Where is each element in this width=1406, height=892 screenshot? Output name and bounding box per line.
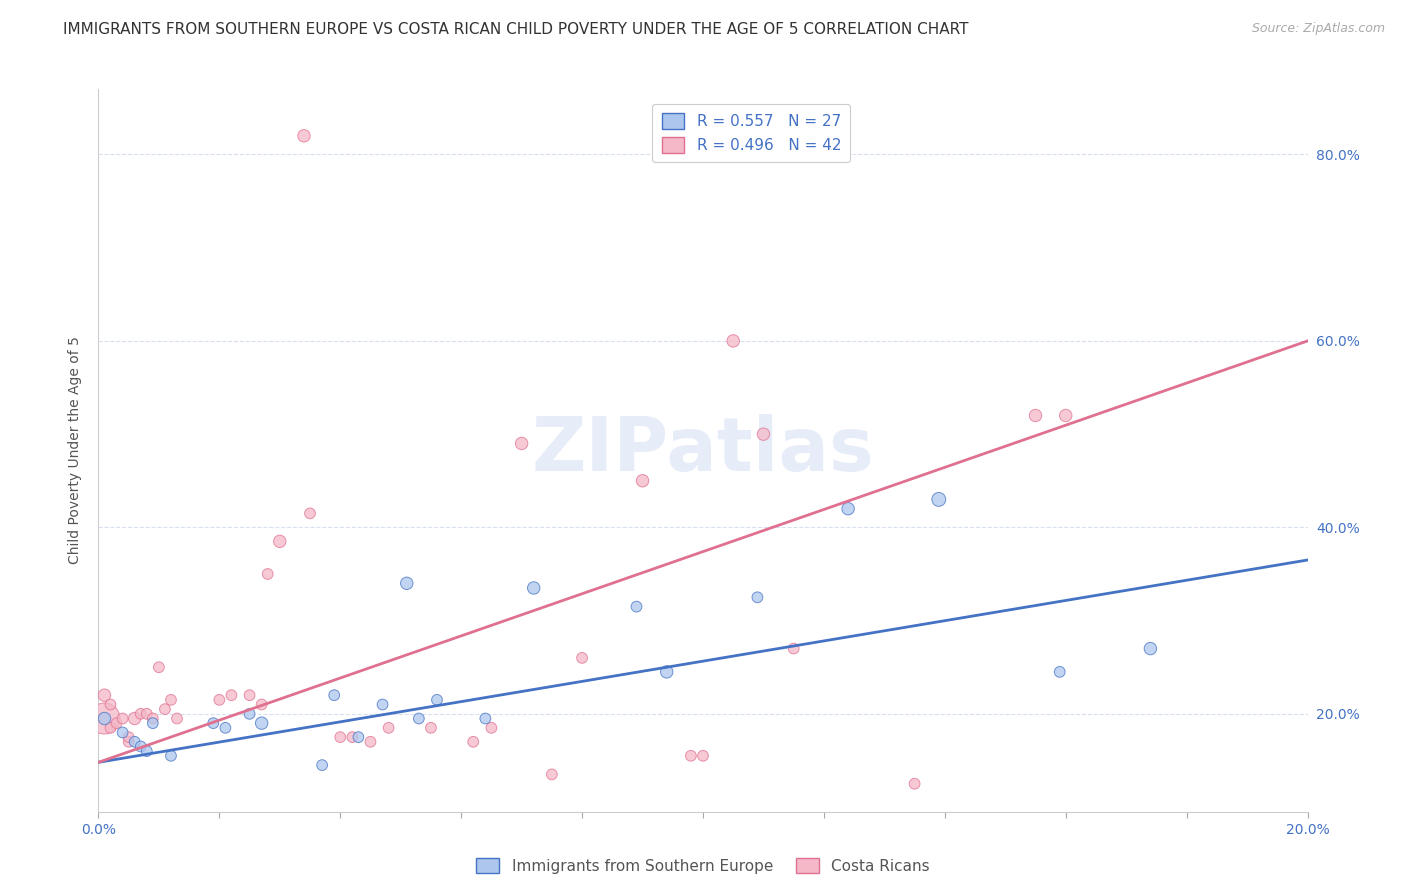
Legend: Immigrants from Southern Europe, Costa Ricans: Immigrants from Southern Europe, Costa R… [470, 852, 936, 880]
Point [93, 711, 115, 725]
Point [752, 427, 775, 442]
Point [1054, 409, 1077, 423]
Point [148, 660, 170, 674]
Point [214, 721, 236, 735]
Legend: R = 0.557   N = 27, R = 0.496   N = 42: R = 0.557 N = 27, R = 0.496 N = 42 [652, 104, 851, 162]
Point [124, 711, 146, 725]
Point [904, 777, 927, 791]
Point [118, 730, 141, 744]
Point [692, 748, 714, 763]
Point [202, 716, 225, 731]
Point [111, 711, 134, 725]
Point [474, 711, 496, 725]
Point [311, 758, 333, 772]
Point [299, 507, 322, 521]
Text: Source: ZipAtlas.com: Source: ZipAtlas.com [1251, 22, 1385, 36]
Point [837, 501, 859, 516]
Point [631, 474, 654, 488]
Point [928, 492, 950, 507]
Point [1049, 665, 1071, 679]
Point [571, 651, 593, 665]
Point [342, 730, 364, 744]
Point [129, 706, 152, 721]
Point [239, 706, 262, 721]
Point [208, 693, 231, 707]
Point [420, 721, 443, 735]
Point [142, 711, 165, 725]
Text: IMMIGRANTS FROM SOUTHERN EUROPE VS COSTA RICAN CHILD POVERTY UNDER THE AGE OF 5 : IMMIGRANTS FROM SOUTHERN EUROPE VS COSTA… [63, 22, 969, 37]
Point [655, 665, 678, 679]
Point [160, 748, 183, 763]
Point [111, 725, 134, 739]
Point [747, 591, 769, 605]
Point [100, 698, 122, 712]
Point [269, 534, 291, 549]
Point [371, 698, 394, 712]
Point [135, 744, 157, 758]
Point [153, 702, 176, 716]
Point [360, 735, 382, 749]
Point [679, 748, 702, 763]
Point [323, 688, 346, 702]
Point [221, 688, 243, 702]
Point [250, 698, 273, 712]
Text: ZIPatlas: ZIPatlas [531, 414, 875, 487]
Point [160, 693, 183, 707]
Point [523, 581, 546, 595]
Point [408, 711, 430, 725]
Point [463, 735, 485, 749]
Point [1024, 409, 1046, 423]
Point [1139, 641, 1161, 656]
Point [377, 721, 399, 735]
Point [510, 436, 533, 450]
Point [142, 716, 165, 731]
Point [100, 721, 122, 735]
Point [118, 735, 141, 749]
Point [395, 576, 418, 591]
Point [166, 711, 188, 725]
Point [124, 735, 146, 749]
Point [93, 711, 115, 725]
Point [626, 599, 648, 614]
Y-axis label: Child Poverty Under the Age of 5: Child Poverty Under the Age of 5 [69, 336, 83, 565]
Point [540, 767, 562, 781]
Point [93, 688, 115, 702]
Point [783, 641, 806, 656]
Point [292, 128, 315, 143]
Point [481, 721, 503, 735]
Point [250, 716, 273, 731]
Point [105, 716, 128, 731]
Point [723, 334, 745, 348]
Point [135, 706, 157, 721]
Point [256, 566, 278, 581]
Point [129, 739, 152, 754]
Point [347, 730, 370, 744]
Point [426, 693, 449, 707]
Point [239, 688, 262, 702]
Point [329, 730, 352, 744]
